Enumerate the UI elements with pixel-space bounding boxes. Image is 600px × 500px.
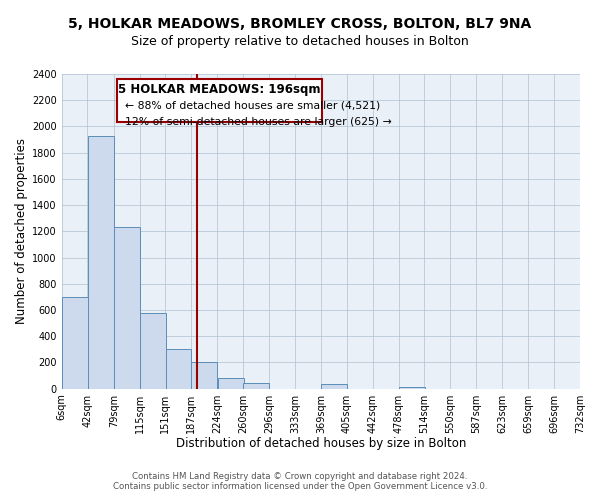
Y-axis label: Number of detached properties: Number of detached properties — [15, 138, 28, 324]
Text: Contains public sector information licensed under the Open Government Licence v3: Contains public sector information licen… — [113, 482, 487, 491]
Bar — [114, 228, 140, 388]
Text: 5, HOLKAR MEADOWS, BROMLEY CROSS, BOLTON, BL7 9NA: 5, HOLKAR MEADOWS, BROMLEY CROSS, BOLTON… — [68, 18, 532, 32]
Bar — [244, 382, 269, 388]
Bar — [140, 313, 166, 388]
Bar — [62, 297, 88, 388]
Text: Size of property relative to detached houses in Bolton: Size of property relative to detached ho… — [131, 35, 469, 48]
Text: 12% of semi-detached houses are larger (625) →: 12% of semi-detached houses are larger (… — [125, 116, 391, 126]
Text: ← 88% of detached houses are smaller (4,521): ← 88% of detached houses are smaller (4,… — [125, 100, 380, 110]
Text: 5 HOLKAR MEADOWS: 196sqm: 5 HOLKAR MEADOWS: 196sqm — [118, 83, 321, 96]
Bar — [218, 378, 244, 388]
X-axis label: Distribution of detached houses by size in Bolton: Distribution of detached houses by size … — [176, 437, 466, 450]
Bar — [321, 384, 347, 388]
Bar — [166, 350, 191, 389]
Bar — [88, 136, 113, 388]
Bar — [191, 362, 217, 388]
Text: Contains HM Land Registry data © Crown copyright and database right 2024.: Contains HM Land Registry data © Crown c… — [132, 472, 468, 481]
